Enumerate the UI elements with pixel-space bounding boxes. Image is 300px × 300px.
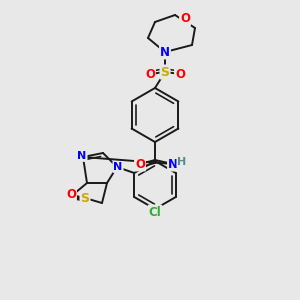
Text: O: O bbox=[175, 68, 185, 80]
Text: S: S bbox=[160, 65, 169, 79]
Text: N: N bbox=[160, 46, 170, 59]
Text: H: H bbox=[177, 157, 187, 167]
Text: S: S bbox=[80, 191, 89, 205]
Text: O: O bbox=[66, 188, 76, 202]
Text: N: N bbox=[113, 162, 123, 172]
Text: N: N bbox=[168, 158, 178, 170]
Text: O: O bbox=[135, 158, 145, 170]
Text: O: O bbox=[145, 68, 155, 80]
Text: O: O bbox=[180, 13, 190, 26]
Text: N: N bbox=[77, 151, 87, 161]
Text: Cl: Cl bbox=[148, 206, 161, 218]
